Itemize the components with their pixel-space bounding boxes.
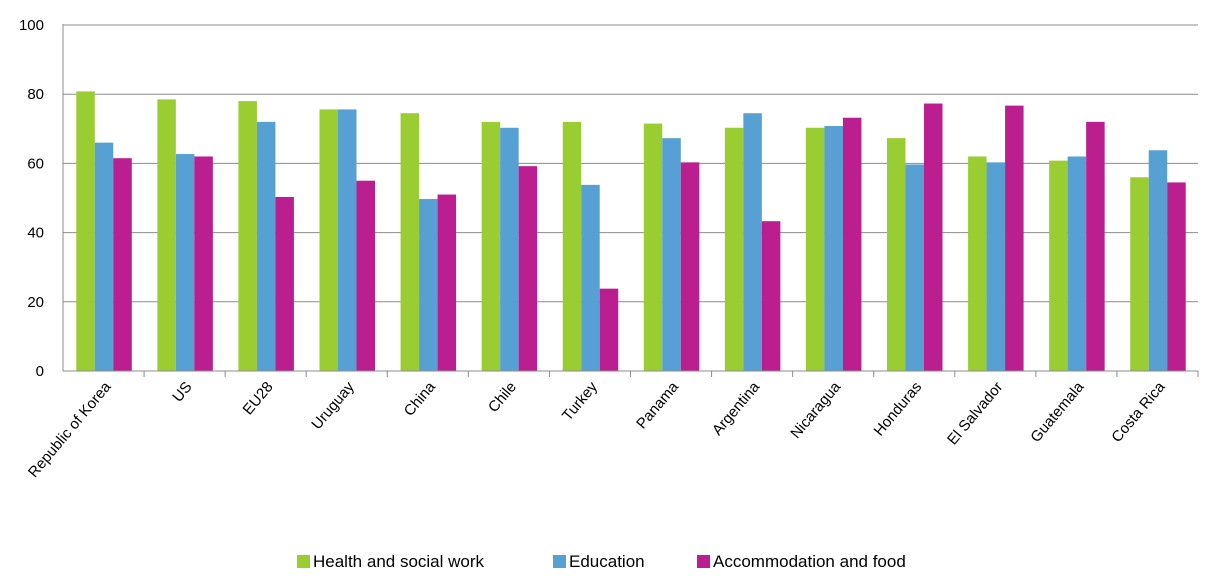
bar-health-and-social-work: [643, 123, 663, 371]
bar-education: [94, 142, 114, 371]
bar-health-and-social-work: [1049, 160, 1068, 371]
x-category-label: Uruguay: [308, 378, 358, 433]
bar-accommodation-and-food: [518, 166, 538, 371]
bar-health-and-social-work: [481, 121, 501, 371]
bar-health-and-social-work: [724, 127, 744, 372]
x-category-label: Republic of Korea: [25, 378, 115, 481]
legend-label: Health and social work: [313, 552, 485, 571]
bar-education: [662, 138, 681, 371]
bar-health-and-social-work: [562, 121, 582, 371]
legend-label: Education: [569, 552, 645, 571]
y-tick-label: 0: [36, 363, 44, 380]
bar-health-and-social-work: [887, 138, 906, 371]
bar-accommodation-and-food: [1005, 105, 1024, 372]
bar-accommodation-and-food: [599, 288, 619, 371]
bar-education: [419, 199, 438, 371]
bar-education: [175, 154, 195, 371]
x-category-label: El Salvador: [944, 379, 1006, 449]
y-tick-label: 100: [19, 17, 44, 34]
bar-accommodation-and-food: [356, 180, 375, 371]
x-category-label: Argentina: [709, 378, 764, 439]
bar-education: [338, 109, 357, 371]
bar-education: [743, 113, 762, 371]
legend-swatch: [697, 555, 710, 568]
y-tick-label: 40: [27, 225, 44, 242]
bar-accommodation-and-food: [1086, 121, 1105, 371]
bar-health-and-social-work: [968, 156, 987, 371]
legend-swatch: [297, 555, 310, 568]
bar-accommodation-and-food: [680, 162, 700, 371]
bar-accommodation-and-food: [1167, 182, 1186, 371]
bar-accommodation-and-food: [194, 156, 213, 371]
y-tick-label: 60: [27, 155, 44, 172]
bar-education: [824, 126, 843, 371]
legend-swatch: [553, 555, 566, 568]
bar-accommodation-and-food: [842, 117, 862, 371]
bar-health-and-social-work: [238, 101, 257, 372]
legend-label: Accommodation and food: [713, 552, 906, 571]
bar-health-and-social-work: [1130, 177, 1149, 371]
legend: Health and social work Education Accommoda…: [297, 552, 906, 571]
bar-education: [986, 162, 1006, 371]
x-category-label: Panama: [633, 378, 682, 432]
bar-layer: [76, 91, 1186, 372]
x-category-label: China: [401, 378, 440, 419]
y-tick-label: 80: [27, 86, 44, 103]
bar-education: [500, 127, 519, 372]
bar-health-and-social-work: [319, 109, 338, 371]
x-category-label: Turkey: [559, 378, 601, 424]
bar-health-and-social-work: [157, 99, 176, 371]
bar-health-and-social-work: [400, 113, 420, 371]
bar-education: [1067, 156, 1087, 371]
x-category-label: Guatemala: [1027, 378, 1088, 446]
grid-layer: [63, 24, 1198, 303]
x-category-label: Chile: [485, 379, 520, 416]
bar-education: [256, 121, 276, 371]
x-category-label: US: [169, 379, 195, 406]
bar-accommodation-and-food: [924, 103, 943, 372]
x-category-label: EU28: [240, 379, 277, 419]
bar-education: [905, 164, 924, 371]
bar-accommodation-and-food: [437, 194, 457, 371]
bar-education: [581, 184, 600, 371]
bar-education: [1148, 150, 1168, 371]
x-category-label: Costa Rica: [1108, 378, 1169, 446]
bar-health-and-social-work: [805, 127, 825, 372]
bar-accommodation-and-food: [275, 196, 294, 371]
bar-health-and-social-work: [76, 91, 95, 371]
bar-accommodation-and-food: [761, 221, 781, 371]
bar-accommodation-and-food: [113, 158, 132, 371]
x-category-label: Honduras: [870, 379, 925, 440]
x-category-label: Nicaragua: [787, 378, 844, 442]
y-tick-label: 20: [27, 294, 44, 311]
